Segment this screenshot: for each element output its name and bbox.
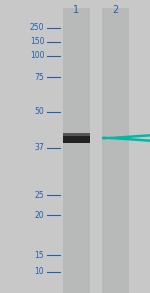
Bar: [63, 8, 90, 293]
Bar: [63, 133, 90, 135]
Text: 250: 250: [30, 23, 44, 33]
Text: 10: 10: [35, 268, 44, 277]
Text: 150: 150: [30, 38, 44, 47]
Text: 50: 50: [34, 108, 44, 117]
Text: 2: 2: [112, 5, 119, 15]
Bar: [102, 8, 129, 293]
Text: 1: 1: [74, 5, 80, 15]
Text: 20: 20: [35, 210, 44, 219]
Text: 37: 37: [34, 144, 44, 152]
Text: 100: 100: [30, 52, 44, 60]
Bar: [63, 133, 90, 143]
Text: 75: 75: [34, 72, 44, 81]
Text: 25: 25: [35, 190, 44, 200]
Text: 15: 15: [35, 251, 44, 260]
